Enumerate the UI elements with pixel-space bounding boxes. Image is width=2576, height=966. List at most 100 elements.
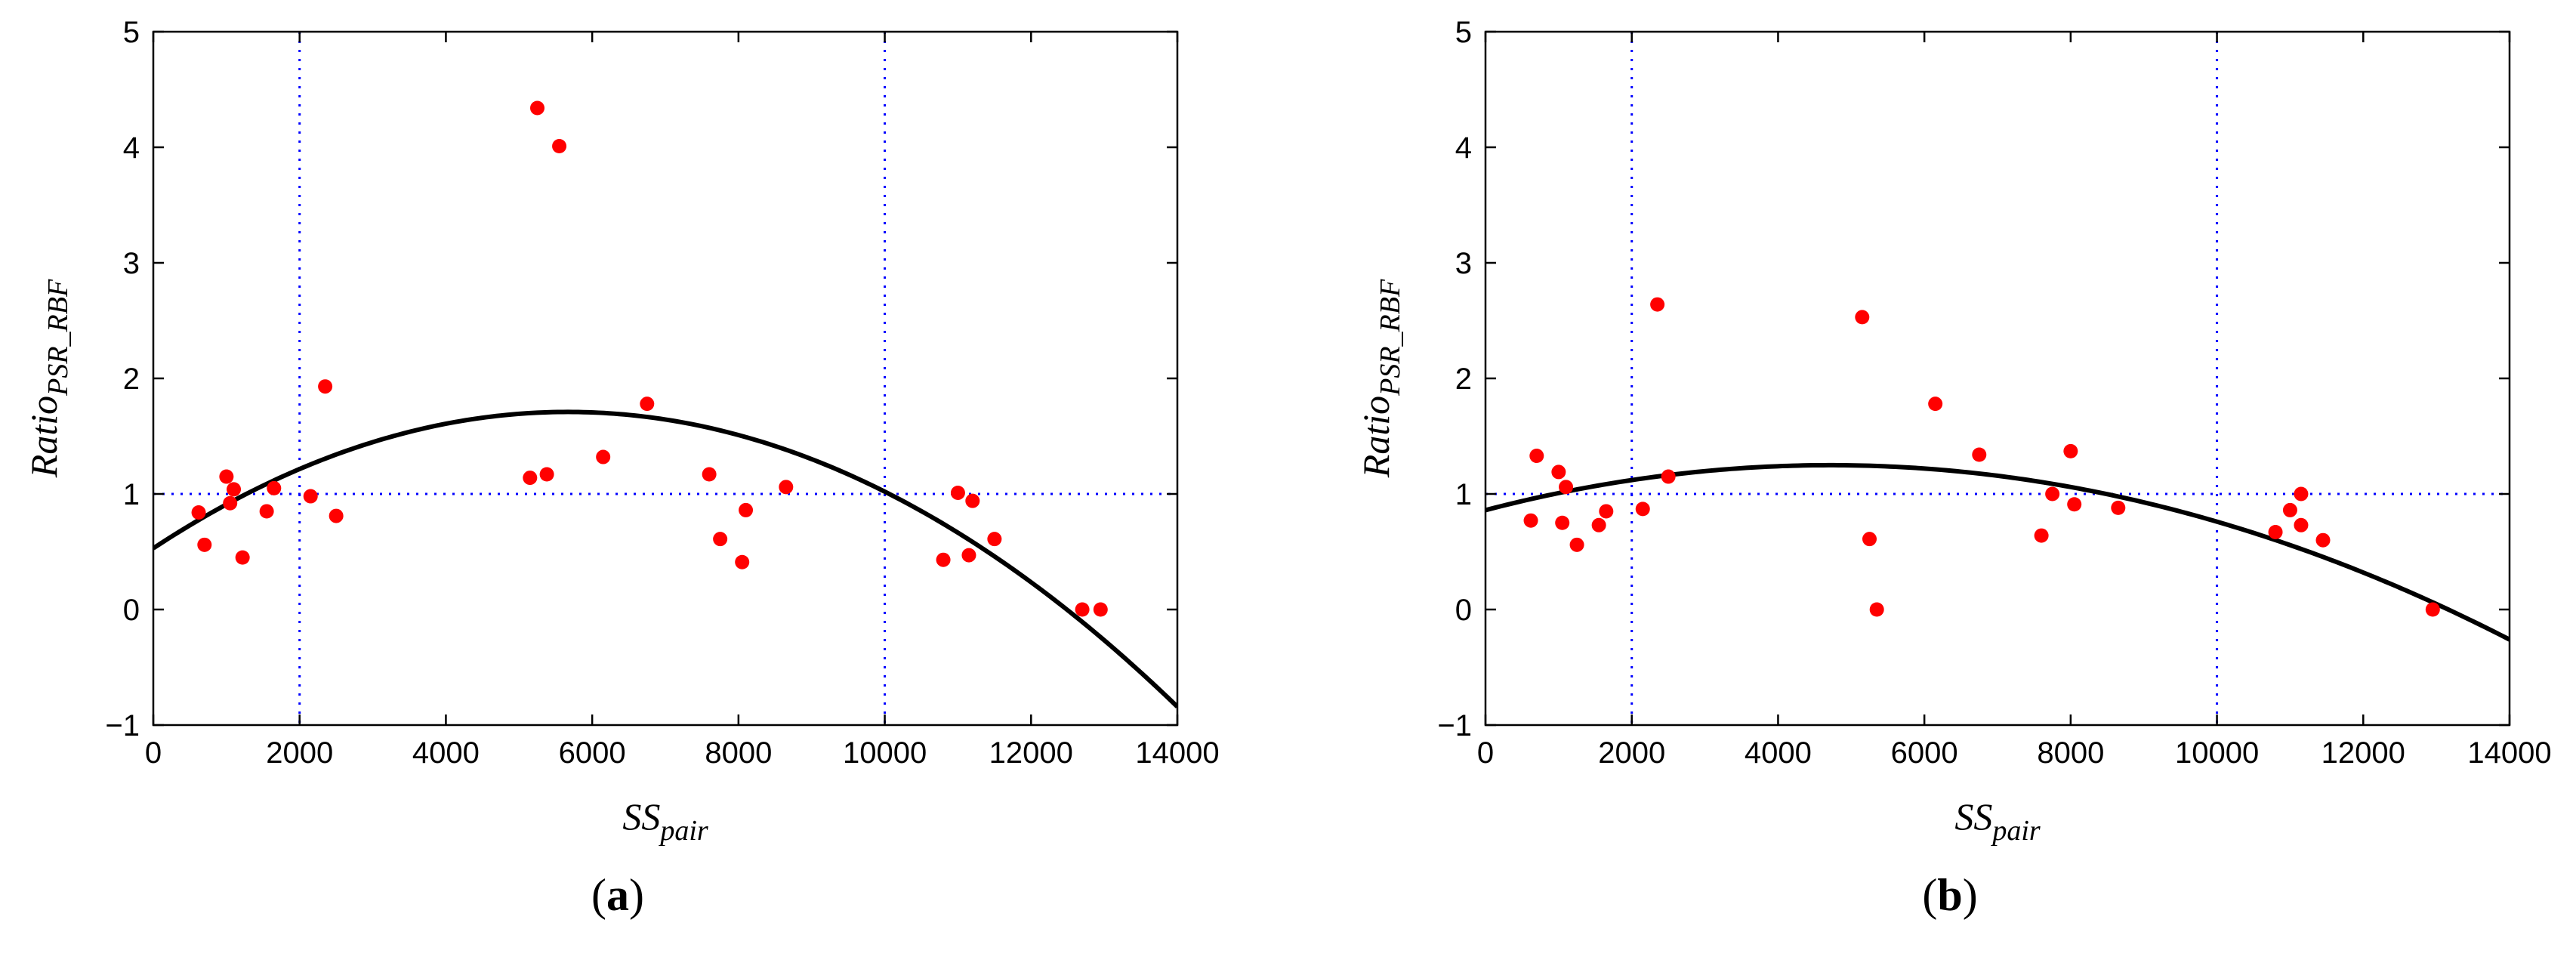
y-tick-label-1: 1 (1455, 478, 1472, 511)
y-tick-label-2: 2 (123, 363, 140, 396)
data-point-5 (227, 482, 242, 497)
data-point-27 (2425, 602, 2440, 617)
x-axis-label: SSpair (622, 795, 708, 847)
plot-area (153, 32, 1177, 725)
data-point-23 (936, 552, 951, 567)
y-tick-label-4: 4 (123, 131, 140, 165)
data-point-8 (1599, 504, 1614, 519)
data-point-21 (739, 502, 754, 517)
y-tick-label-0: 0 (123, 594, 140, 627)
data-point-24 (2294, 486, 2309, 502)
data-point-14 (1869, 602, 1884, 617)
x-axis-label-subscript: pair (658, 815, 708, 847)
data-point-15 (552, 138, 567, 153)
data-point-16 (596, 449, 611, 464)
x-tick-label-4000: 4000 (412, 736, 480, 770)
x-axis-label: SSpair (1954, 795, 2041, 847)
data-point-10 (318, 379, 333, 394)
data-point-7 (259, 504, 274, 519)
data-point-20 (2067, 497, 2082, 512)
data-point-11 (1661, 469, 1676, 484)
data-point-16 (1972, 447, 1987, 462)
data-point-13 (1862, 532, 1877, 547)
x-tick-label-10000: 10000 (843, 736, 927, 770)
data-point-22 (2268, 524, 2283, 539)
panel-label-letter: b (1937, 870, 1962, 920)
y-axis-label-base: Ratio (23, 396, 65, 478)
y-tick-label-0: 0 (1455, 594, 1472, 627)
y-tick-label-1: 1 (123, 478, 140, 511)
fit-curve (153, 409, 1177, 708)
data-point-8 (267, 480, 282, 495)
data-point-21 (2111, 500, 2126, 515)
data-point-19 (2063, 443, 2078, 458)
y-tick-label-2: 2 (1455, 363, 1472, 396)
data-point-26 (2315, 532, 2331, 548)
y-tick-label--1: −1 (105, 709, 140, 742)
plot-area (1485, 32, 2510, 725)
data-point-25 (961, 548, 976, 563)
data-point-3 (1551, 464, 1566, 480)
data-point-26 (965, 493, 980, 508)
x-axis-label-base: SS (622, 795, 660, 838)
panel-label-letter: a (606, 870, 629, 920)
data-point-12 (1855, 310, 1870, 325)
panel-label-open-paren: ( (591, 870, 606, 920)
x-tick-label-14000: 14000 (1135, 736, 1219, 770)
y-tick-label-5: 5 (1455, 16, 1472, 49)
panel-a: 0 2000 4000 6000 8000 10000 12000 14000−1012345… (23, 16, 1220, 920)
y-tick-label-4: 4 (1455, 131, 1472, 165)
panel-label-close-paren: ) (1963, 870, 1978, 920)
x-axis-label-subscript: pair (1990, 815, 2041, 847)
data-point-9 (303, 489, 318, 504)
y-tick-label-5: 5 (123, 16, 140, 49)
data-point-5 (1559, 480, 1574, 495)
y-tick-label-3: 3 (123, 247, 140, 280)
y-axis-label-subscript: PSR_RBF (42, 279, 74, 397)
data-point-22 (779, 480, 794, 495)
panel-label: (a) (591, 870, 644, 920)
data-point-27 (987, 532, 1002, 547)
x-tick-label-10000: 10000 (2175, 736, 2259, 770)
data-point-2 (1529, 449, 1544, 464)
data-point-25 (2294, 517, 2309, 532)
data-point-1 (1523, 513, 1538, 528)
data-point-9 (1635, 502, 1650, 517)
data-point-29 (1093, 602, 1108, 617)
y-tick-label-3: 3 (1455, 247, 1472, 280)
x-tick-label-6000: 6000 (1891, 736, 1958, 770)
data-point-20 (735, 554, 750, 569)
x-tick-label-8000: 8000 (2037, 736, 2104, 770)
data-point-17 (640, 397, 655, 412)
x-tick-label-4000: 4000 (1745, 736, 1812, 770)
panel-b: 0 2000 4000 6000 8000 10000 12000 14000−1012345… (1355, 16, 2552, 920)
data-point-14 (539, 467, 554, 482)
data-point-4 (223, 495, 238, 511)
y-axis-label-subscript: PSR_RBF (1374, 279, 1406, 397)
x-tick-label-2000: 2000 (266, 736, 333, 770)
x-tick-label-14000: 14000 (2467, 736, 2551, 770)
y-axis-label: RatioPSR_RBF (23, 279, 74, 478)
fit-curve (1485, 462, 2510, 642)
data-point-11 (329, 508, 344, 523)
x-axis-label-base: SS (1954, 795, 1992, 838)
data-point-24 (950, 485, 965, 500)
data-point-4 (1555, 515, 1570, 530)
data-point-1 (191, 505, 206, 520)
data-point-28 (1075, 602, 1090, 617)
y-axis-label-base: Ratio (1355, 396, 1397, 478)
x-tick-label-8000: 8000 (705, 736, 772, 770)
data-point-6 (235, 550, 250, 565)
panel-label-close-paren: ) (629, 870, 644, 920)
data-point-23 (2282, 502, 2297, 517)
x-tick-label-6000: 6000 (559, 736, 626, 770)
data-point-13 (530, 100, 545, 116)
x-tick-label-0: 0 (145, 736, 162, 770)
data-point-10 (1650, 297, 1665, 312)
y-axis-label: RatioPSR_RBF (1355, 279, 1406, 478)
data-point-6 (1569, 537, 1584, 552)
data-point-19 (713, 532, 728, 547)
panel-label-open-paren: ( (1922, 870, 1937, 920)
x-tick-label-12000: 12000 (989, 736, 1073, 770)
